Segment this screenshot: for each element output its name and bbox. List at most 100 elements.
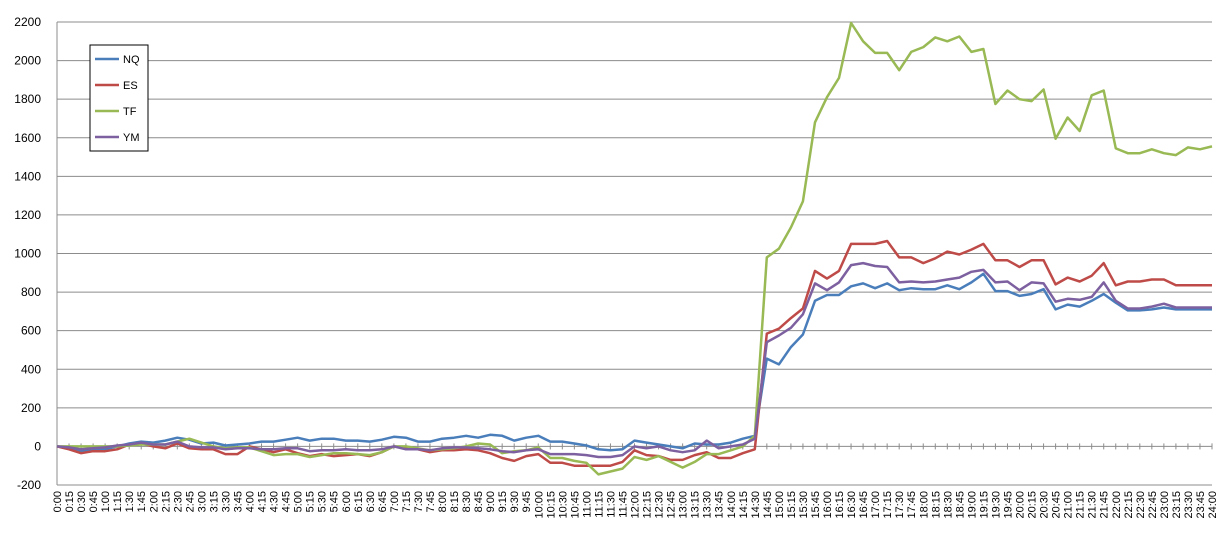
- legend-box: [89, 44, 149, 152]
- y-tick-label: 2200: [14, 15, 41, 29]
- y-tick-label: 200: [21, 401, 41, 415]
- x-tick-label: 8:15: [449, 491, 461, 512]
- x-tick-label: 18:45: [954, 491, 966, 519]
- x-tick-label: 12:30: [654, 491, 666, 519]
- x-tick-label: 21:15: [1075, 491, 1087, 519]
- x-tick-label: 18:15: [930, 491, 942, 519]
- legend-label: TF: [123, 106, 137, 118]
- x-tick-label: 17:00: [870, 491, 882, 519]
- x-tick-label: 2:30: [172, 491, 184, 512]
- series-line-nq: [56, 272, 1212, 453]
- y-tick-label: 2000: [14, 54, 41, 68]
- x-tick-label: 16:45: [858, 491, 870, 519]
- x-tick-label: 3:15: [208, 491, 220, 512]
- x-tick-label: 7:45: [425, 491, 437, 512]
- x-tick-label: 5:30: [317, 491, 329, 512]
- x-tick-label: 7:15: [401, 491, 413, 512]
- x-axis: 0:00 0:15 0:30 0:45 1:00 1:15 1:30 1:45 2:00 2:15…: [52, 443, 1219, 519]
- x-tick-label: 5:00: [293, 491, 305, 512]
- x-tick-label: 5:15: [305, 491, 317, 512]
- x-tick-label: 6:00: [341, 491, 353, 512]
- x-tick-label: 22:15: [1123, 491, 1135, 519]
- x-tick-label: 16:15: [834, 491, 846, 519]
- y-tick-label: 1400: [14, 169, 41, 183]
- legend-label: YM: [123, 132, 140, 144]
- series-lines: [56, 21, 1213, 476]
- y-tick-label: -200: [17, 478, 41, 492]
- x-tick-label: 16:00: [822, 491, 834, 519]
- x-tick-label: 4:45: [281, 491, 293, 512]
- x-tick-label: 6:30: [365, 491, 377, 512]
- x-tick-label: 20:45: [1051, 491, 1063, 519]
- x-tick-label: 23:30: [1183, 491, 1195, 519]
- x-tick-label: 2:45: [184, 491, 196, 512]
- x-tick-label: 11:15: [593, 491, 605, 518]
- x-tick-label: 10:30: [557, 491, 569, 519]
- x-tick-label: 4:30: [269, 491, 281, 512]
- x-tick-label: 2:00: [148, 491, 160, 512]
- x-tick-label: 1:00: [100, 491, 112, 512]
- x-tick-label: 21:30: [1087, 491, 1099, 519]
- x-tick-label: 1:30: [124, 491, 136, 512]
- x-tick-label: 23:00: [1159, 491, 1171, 519]
- x-tick-label: 20:15: [1027, 491, 1039, 519]
- x-tick-label: 6:15: [353, 491, 365, 512]
- series-line-tf: [57, 21, 1213, 476]
- legend-label: ES: [123, 80, 138, 92]
- x-tick-label: 11:00: [581, 491, 593, 518]
- x-tick-label: 10:45: [569, 491, 581, 519]
- x-tick-label: 19:00: [966, 491, 978, 519]
- x-tick-label: 12:45: [666, 491, 678, 519]
- series-line-es: [56, 239, 1212, 467]
- x-tick-label: 3:30: [220, 491, 232, 512]
- x-tick-label: 9:15: [497, 491, 509, 512]
- x-tick-label: 19:30: [990, 491, 1002, 519]
- x-tick-label: 9:00: [485, 491, 497, 512]
- x-tick-label: 0:30: [76, 491, 88, 512]
- x-tick-label: 2:15: [160, 491, 172, 512]
- y-tick-label: 800: [21, 285, 41, 299]
- x-tick-label: 0:00: [52, 491, 64, 512]
- y-tick-label: 1200: [14, 208, 41, 222]
- x-tick-label: 1:15: [112, 491, 124, 512]
- y-tick-label: 0: [34, 439, 41, 453]
- x-tick-label: 4:00: [245, 491, 257, 512]
- x-tick-label: 8:45: [473, 491, 485, 512]
- x-tick-label: 1:45: [136, 491, 148, 512]
- x-tick-label: 13:00: [678, 491, 690, 519]
- y-tick-label: 1600: [14, 131, 41, 145]
- x-tick-label: 20:30: [1039, 491, 1051, 519]
- x-tick-label: 12:00: [630, 491, 642, 519]
- y-tick-label: 400: [21, 362, 41, 376]
- series-line-ym: [56, 261, 1212, 459]
- x-tick-label: 23:45: [1195, 491, 1207, 519]
- x-tick-label: 19:15: [978, 491, 990, 519]
- x-tick-label: 21:45: [1099, 491, 1111, 519]
- x-tick-label: 17:15: [882, 491, 894, 519]
- x-tick-label: 15:45: [810, 491, 822, 519]
- x-tick-label: 15:30: [798, 491, 810, 519]
- x-tick-label: 11:30: [605, 491, 617, 518]
- x-tick-label: 4:15: [257, 491, 269, 512]
- x-tick-label: 14:30: [750, 491, 762, 519]
- x-tick-label: 19:45: [1002, 491, 1014, 519]
- x-tick-label: 7:00: [389, 491, 401, 512]
- x-tick-label: 0:15: [64, 491, 76, 512]
- x-tick-label: 22:00: [1111, 491, 1123, 519]
- x-tick-label: 5:45: [329, 491, 341, 512]
- x-tick-label: 23:15: [1171, 491, 1183, 519]
- x-tick-label: 13:15: [690, 491, 702, 519]
- x-tick-label: 13:45: [714, 491, 726, 519]
- x-tick-label: 14:15: [738, 491, 750, 519]
- x-tick-label: 16:30: [846, 491, 858, 519]
- x-tick-label: 12:15: [642, 491, 654, 519]
- x-tick-label: 18:30: [942, 491, 954, 519]
- x-tick-label: 11:45: [617, 491, 629, 518]
- x-tick-label: 17:30: [894, 491, 906, 519]
- x-tick-label: 18:00: [918, 491, 930, 519]
- x-tick-label: 21:00: [1063, 491, 1075, 519]
- x-tick-label: 10:15: [545, 491, 557, 519]
- x-tick-label: 7:30: [413, 491, 425, 512]
- legend-label: NQ: [123, 54, 140, 66]
